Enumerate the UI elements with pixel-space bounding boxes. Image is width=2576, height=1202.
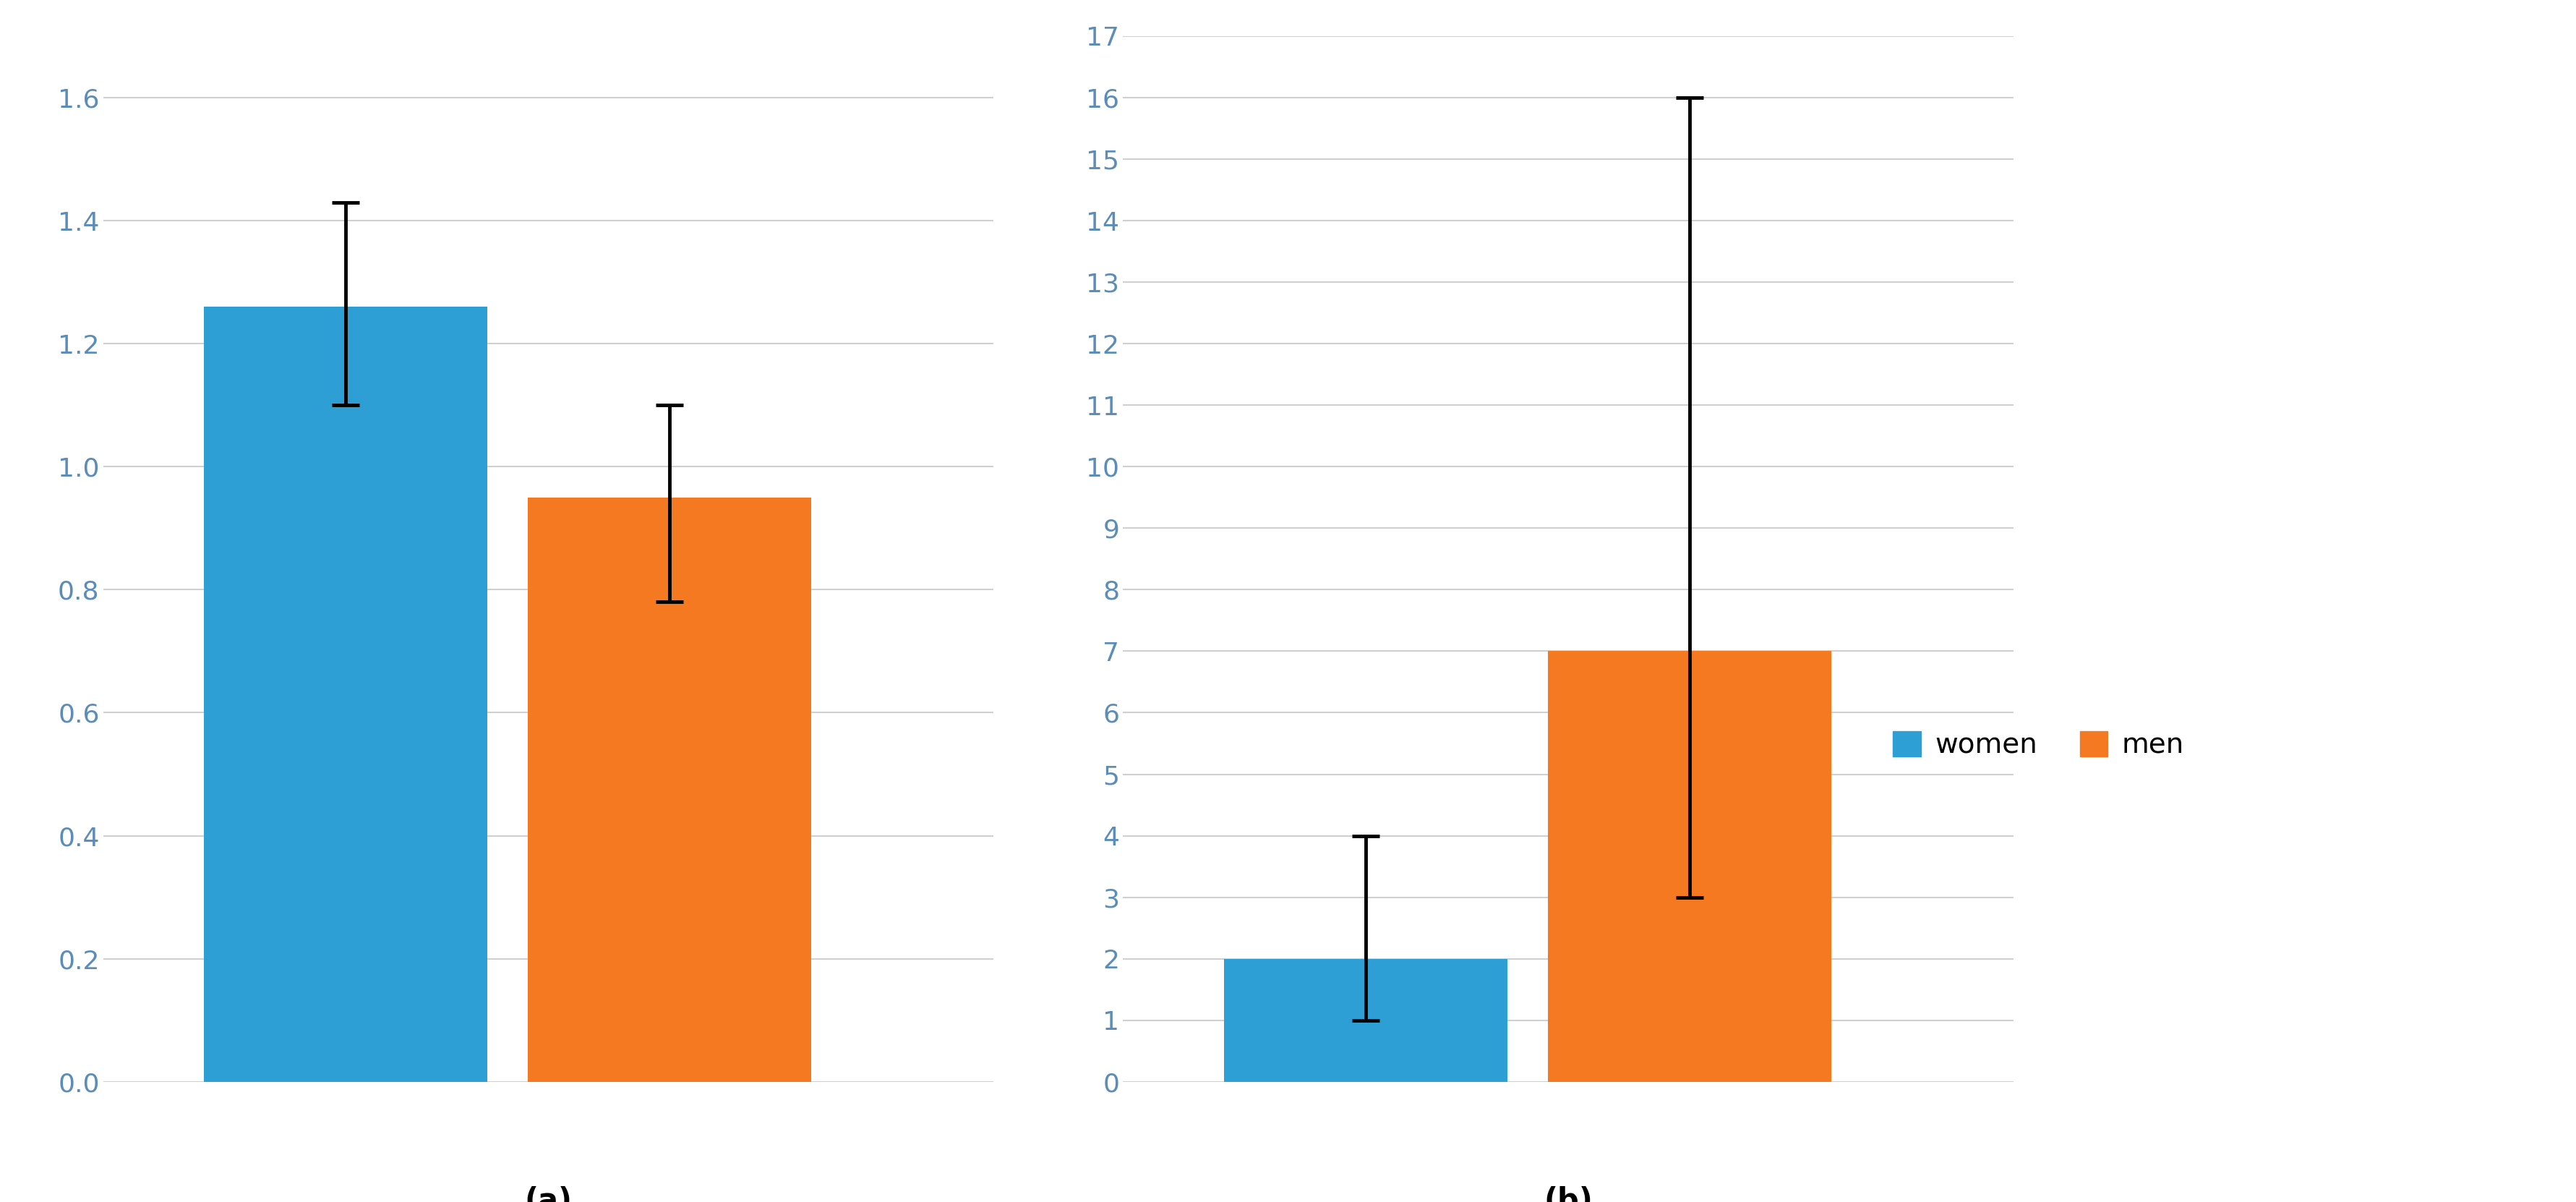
Legend: women, men: women, men <box>1880 720 2195 770</box>
Text: (a): (a) <box>526 1186 572 1202</box>
Bar <box>1224 959 1507 1082</box>
Bar <box>1548 651 1832 1082</box>
Text: (b): (b) <box>1543 1186 1592 1202</box>
Bar <box>204 307 487 1082</box>
Bar <box>528 498 811 1082</box>
